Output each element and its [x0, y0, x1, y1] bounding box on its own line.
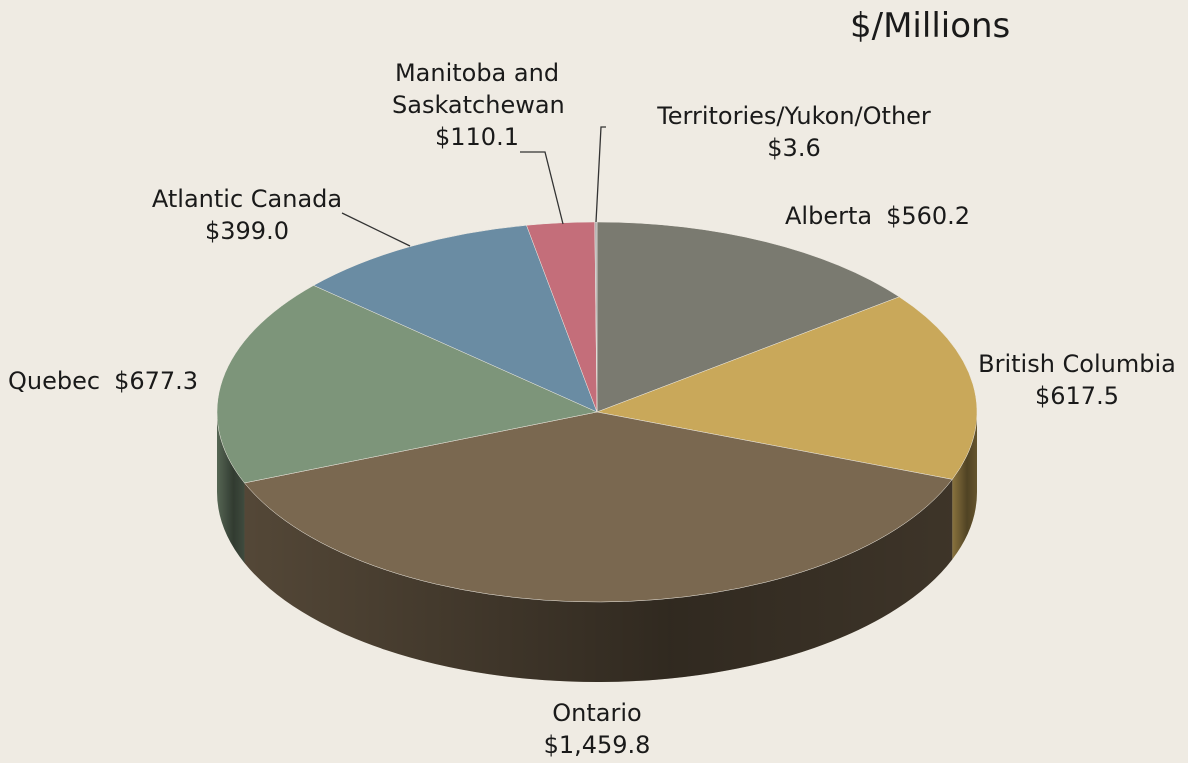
value-label: $617.5	[1035, 382, 1119, 410]
pie-slice	[313, 225, 598, 413]
category-label: Atlantic Canada	[151, 185, 343, 213]
pie-side-shade	[952, 412, 977, 560]
pie-slice	[244, 411, 953, 603]
slice-label: Territories/Yukon/Other $3.6	[624, 100, 964, 164]
value-label: $1,459.8	[543, 731, 651, 759]
pie-sides	[217, 412, 977, 682]
value-label: $560.2	[886, 202, 971, 230]
pie-slice	[596, 296, 978, 480]
pie-slice	[216, 285, 598, 484]
category-label: Manitoba and Saskatchewan	[392, 59, 565, 119]
slice-label: British Columbia $617.5	[962, 348, 1188, 412]
slice-label: Alberta $560.2	[785, 200, 970, 232]
category-label: British Columbia	[978, 350, 1176, 378]
category-label: Quebec	[8, 367, 101, 395]
value-label: $399.0	[205, 217, 289, 245]
category-label: Territories/Yukon/Other	[657, 102, 931, 130]
leader-line	[595, 126, 606, 223]
category-label: Alberta	[785, 202, 873, 230]
slice-label: Quebec $677.3	[8, 365, 198, 397]
slice-label: Ontario $1,459.8	[467, 697, 727, 761]
value-label: $110.1	[435, 123, 519, 151]
leader-line	[341, 212, 411, 247]
slice-label: Atlantic Canada $399.0	[117, 183, 377, 247]
pie-slice	[596, 221, 900, 413]
pie-side-shade	[217, 412, 245, 563]
leader-lines	[341, 126, 606, 247]
pie-tops	[216, 221, 978, 603]
leader-line	[520, 151, 564, 225]
value-label: $677.3	[114, 367, 199, 395]
value-label: $3.6	[767, 134, 821, 162]
pie-slice	[594, 221, 598, 413]
category-label: Ontario	[552, 699, 642, 727]
pie-side-shade	[244, 479, 953, 682]
chart-title: $/Millions	[850, 6, 1011, 46]
slice-label: Manitoba and Saskatchewan $110.1	[372, 57, 582, 153]
